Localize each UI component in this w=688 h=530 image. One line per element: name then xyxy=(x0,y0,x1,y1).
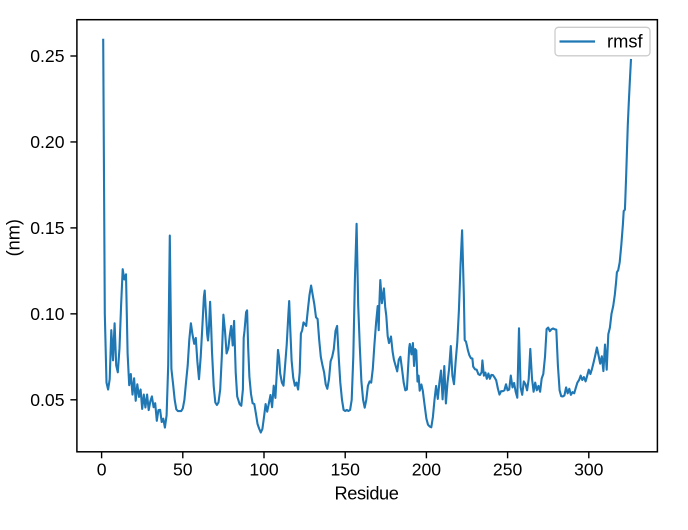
svg-text:0.10: 0.10 xyxy=(30,304,64,324)
svg-text:0.15: 0.15 xyxy=(30,218,64,238)
svg-text:300: 300 xyxy=(574,459,604,479)
svg-text:100: 100 xyxy=(249,459,279,479)
svg-text:0.25: 0.25 xyxy=(30,46,64,66)
svg-text:50: 50 xyxy=(173,459,193,479)
svg-text:0.20: 0.20 xyxy=(30,132,64,152)
svg-text:(nm): (nm) xyxy=(4,219,24,256)
svg-text:150: 150 xyxy=(331,459,361,479)
svg-text:250: 250 xyxy=(493,459,523,479)
svg-text:rmsf: rmsf xyxy=(607,31,643,52)
svg-text:200: 200 xyxy=(412,459,442,479)
svg-text:0.05: 0.05 xyxy=(30,390,64,410)
svg-text:0: 0 xyxy=(97,459,107,479)
svg-text:Residue: Residue xyxy=(335,483,399,503)
